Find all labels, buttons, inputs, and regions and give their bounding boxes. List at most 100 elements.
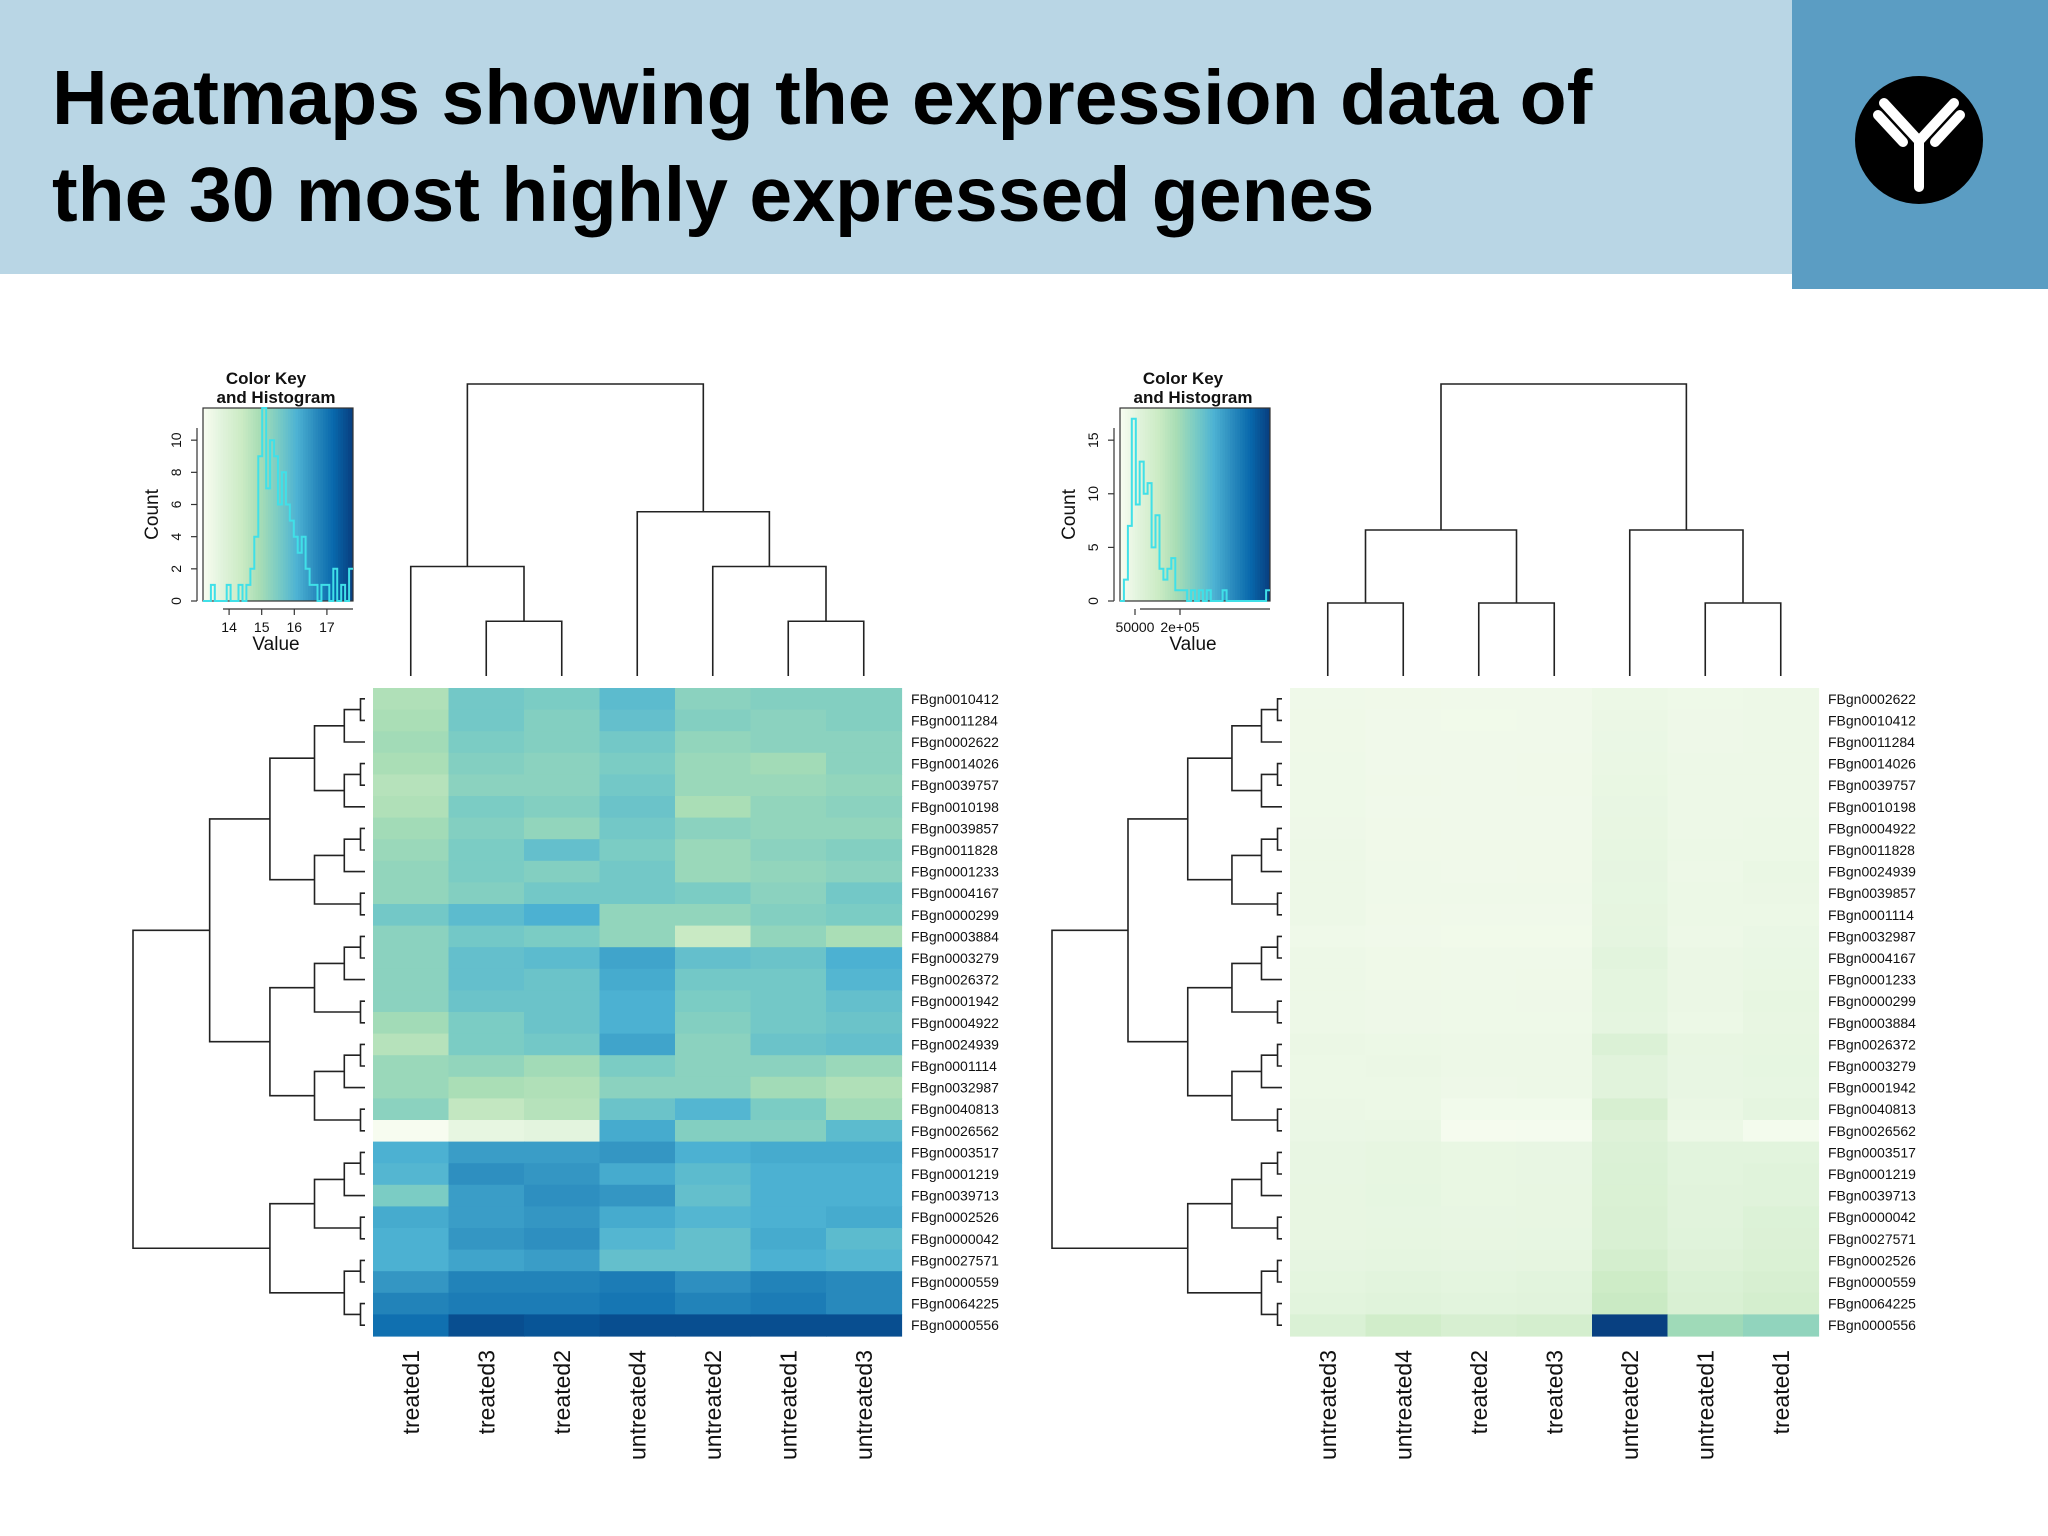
heatmap-cell — [1290, 1076, 1367, 1099]
heatmap-cell — [1365, 1076, 1442, 1099]
row-dendrogram-branch — [1186, 986, 1232, 1097]
heatmap-cell — [1667, 1314, 1744, 1337]
color-key-gradient-band — [1162, 408, 1166, 601]
row-dendrogram-branch — [359, 1259, 365, 1283]
heatmap-cell — [1592, 860, 1669, 883]
heatmap-cell — [1365, 709, 1442, 732]
row-dendrogram-branch — [1276, 1216, 1282, 1240]
column-label: untreated3 — [1315, 1350, 1341, 1460]
heatmap-cell — [1667, 709, 1744, 732]
heatmap-cell — [1441, 839, 1518, 862]
row-dendrogram-branch — [359, 1000, 365, 1024]
heatmap-cell — [826, 1120, 903, 1143]
color-key-gradient-band — [1267, 408, 1271, 601]
heatmap-cell — [1290, 1249, 1367, 1272]
heatmap-cell — [675, 925, 752, 948]
heatmap-cell — [1592, 1228, 1669, 1251]
heatmap-cell — [1441, 1033, 1518, 1056]
color-key-gradient-band — [223, 408, 226, 601]
heatmap-cell — [1592, 1206, 1669, 1229]
column-label: untreated3 — [851, 1350, 877, 1460]
heatmap-cell — [448, 1271, 525, 1294]
heatmap-cell — [1365, 1055, 1442, 1078]
heatmap-cell — [1743, 1271, 1820, 1294]
color-key-gradient-band — [228, 408, 231, 601]
color-key-y-label: Count — [1059, 488, 1080, 539]
heatmap-cell — [1743, 1141, 1820, 1164]
heatmap-cell — [1592, 1314, 1669, 1337]
header-banner — [0, 0, 1792, 274]
color-key-gradient-band — [238, 408, 241, 601]
heatmap-cell — [1592, 1120, 1669, 1143]
heatmap-cell — [373, 1163, 450, 1186]
color-key-gradient-band — [348, 408, 351, 601]
heatmap-cell — [1667, 1184, 1744, 1207]
heatmap-cell — [1441, 990, 1518, 1013]
heatmap-cell — [448, 1249, 525, 1272]
row-dendrogram-branch — [1186, 1202, 1262, 1294]
heatmap-cell — [448, 990, 525, 1013]
heatmap-cell — [1516, 1228, 1593, 1251]
color-key-x-label: Value — [252, 634, 299, 655]
heatmap-cell — [675, 817, 752, 840]
column-label: untreated4 — [624, 1350, 650, 1460]
heatmap-cell — [599, 1033, 676, 1056]
heatmap-cell — [1516, 1292, 1593, 1315]
color-key-gradient-band — [1120, 408, 1123, 601]
heatmap-cell — [448, 1055, 525, 1078]
heatmap-cell — [373, 709, 450, 732]
color-key-gradient-band — [270, 408, 274, 601]
color-key-gradient-band — [1160, 408, 1163, 601]
row-dendrogram-branch — [1231, 962, 1278, 1013]
row-dendrogram-branch — [1276, 1043, 1282, 1067]
row-dendrogram-branch — [343, 708, 365, 743]
heatmap-cell — [1365, 1120, 1442, 1143]
row-label: FBgn0011284 — [1828, 734, 1915, 750]
row-label: FBgn0002622 — [911, 734, 999, 750]
column-dendrogram-branch — [466, 383, 705, 567]
color-key-x-tick-label: 16 — [287, 619, 303, 635]
row-label: FBgn0027571 — [1828, 1231, 1916, 1247]
heatmap-cell — [675, 839, 752, 862]
heatmap-cell — [448, 1228, 525, 1251]
color-key-gradient-band — [1242, 408, 1246, 601]
color-key-gradient-band — [333, 408, 336, 601]
heatmap-cell — [1516, 1012, 1593, 1035]
heatmap-cell — [1290, 1120, 1367, 1143]
color-key-gradient-band — [1177, 408, 1181, 601]
heatmap-cell — [1743, 1098, 1820, 1121]
color-key-gradient-band — [1175, 408, 1178, 601]
heatmap-cell — [373, 1206, 450, 1229]
color-key-gradient-band — [1132, 408, 1136, 601]
heatmap-cell — [675, 1098, 752, 1121]
row-dendrogram-branch — [359, 1151, 365, 1175]
heatmap-cell — [1290, 990, 1367, 1013]
color-key-gradient-band — [1247, 408, 1251, 601]
heatmap-cell — [826, 688, 903, 711]
color-key-gradient-band — [248, 408, 251, 601]
row-label: FBgn0000559 — [911, 1274, 999, 1290]
color-key-gradient-band — [1207, 408, 1211, 601]
row-dendrogram-branch — [359, 1108, 365, 1132]
column-dendrogram-branch — [1364, 529, 1518, 603]
color-key-y-tick-label: 6 — [168, 500, 184, 508]
heatmap-cell — [524, 860, 601, 883]
color-key-gradient-band — [1220, 408, 1223, 601]
color-key-gradient-band — [243, 408, 246, 601]
heatmap-cell — [826, 774, 903, 797]
heatmap-cell — [675, 774, 752, 797]
heatmap-cell — [1592, 1271, 1669, 1294]
heatmap-cell — [1516, 1120, 1593, 1143]
heatmap-cell — [826, 1076, 903, 1099]
heatmap-cell — [826, 1271, 903, 1294]
color-key-gradient-band — [1187, 408, 1191, 601]
heatmap-cell — [1743, 752, 1820, 775]
row-label: FBgn0000559 — [1828, 1274, 1916, 1290]
heatmap-cell — [373, 1292, 450, 1315]
heatmap-cell — [1592, 688, 1669, 711]
heatmap-cell — [1743, 1033, 1820, 1056]
heatmap-cell — [599, 1314, 676, 1337]
heatmap-cell — [1667, 1163, 1744, 1186]
color-key-x-tick-label: 17 — [319, 619, 335, 635]
